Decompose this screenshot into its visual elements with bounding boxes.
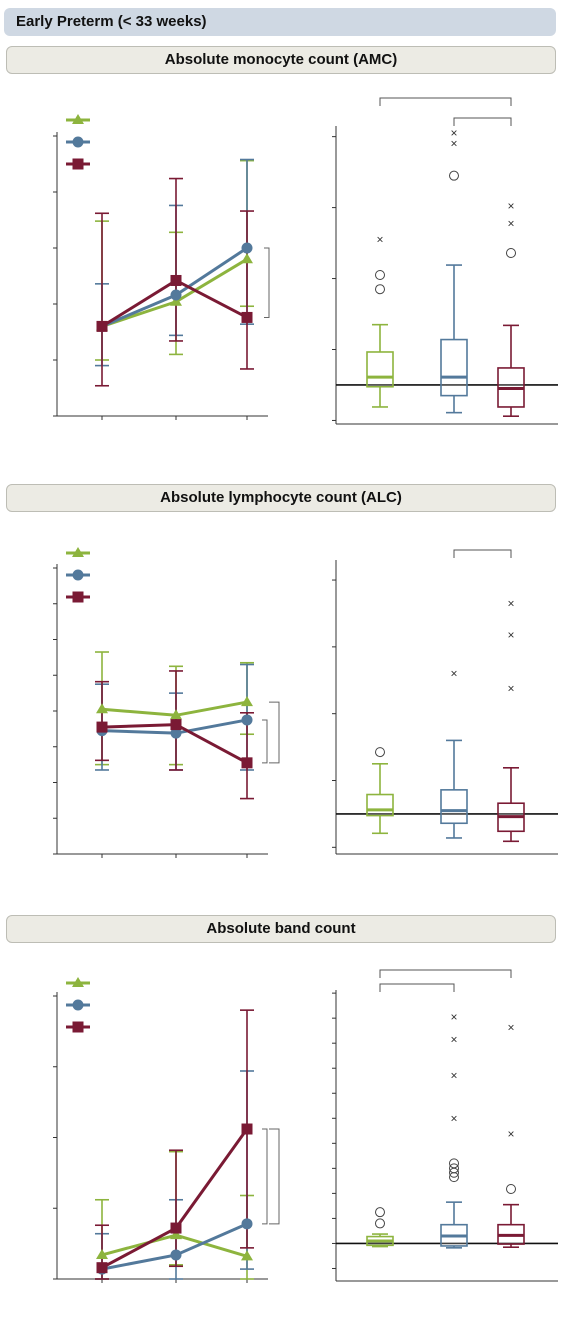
bracket-inner	[262, 1128, 268, 1225]
panel-e-line-chart	[53, 977, 280, 1283]
significance-bracket	[379, 97, 512, 106]
outlier-x: ×	[507, 628, 514, 642]
outlier-x: ×	[376, 233, 383, 247]
significance-bracket	[379, 969, 512, 978]
outlier-circle	[449, 170, 459, 181]
outlier-circle	[506, 248, 516, 259]
outlier-x: ×	[507, 1021, 514, 1035]
section-header-amc: Absolute monocyte count (AMC)	[6, 46, 556, 74]
legend-marker	[72, 999, 84, 1011]
panel-f-box-plot: × × × × × ×	[332, 969, 558, 1282]
data-point	[241, 253, 253, 264]
outlier-x: ×	[507, 217, 514, 231]
outlier-circle	[375, 747, 385, 758]
data-point	[241, 696, 253, 707]
outlier-x: ×	[507, 1127, 514, 1141]
data-point	[96, 1248, 108, 1259]
data-point	[241, 714, 253, 726]
legend-marker	[72, 547, 84, 557]
panel-a-line-chart	[53, 114, 270, 420]
data-point	[241, 1218, 253, 1230]
panel-b-box-plot: ×××××	[332, 97, 558, 425]
outlier-x: ×	[450, 1010, 457, 1024]
section-header-bands: Absolute band count	[6, 915, 556, 943]
bracket-outer	[269, 701, 280, 764]
legend-marker	[72, 158, 84, 170]
outlier-x: ×	[450, 137, 457, 151]
cohort-banner: Early Preterm (< 33 weeks)	[4, 8, 556, 36]
legend-marker	[72, 136, 84, 148]
data-point	[96, 1262, 108, 1274]
outlier-circle	[375, 270, 385, 280]
panel-d-box-plot: × × × ×	[332, 549, 558, 855]
outlier-x: ×	[450, 1032, 457, 1046]
section-title-alc: Absolute lymphocyte count (ALC)	[160, 489, 402, 506]
section-title-bands: Absolute band count	[206, 920, 356, 937]
outlier-circle	[506, 1184, 516, 1195]
box	[440, 338, 468, 397]
data-point	[241, 242, 253, 254]
data-point	[96, 703, 108, 714]
data-point	[170, 274, 182, 286]
data-point	[241, 1250, 253, 1261]
data-point	[170, 727, 182, 739]
outlier-circle	[375, 1207, 385, 1218]
outlier-x: ×	[507, 682, 514, 696]
section-header-alc: Absolute lymphocyte count (ALC)	[6, 484, 556, 512]
outlier-x: ×	[450, 126, 457, 140]
data-point	[96, 721, 108, 733]
box	[440, 789, 468, 825]
legend-marker	[72, 977, 84, 987]
outlier-x: ×	[450, 1111, 457, 1125]
data-point	[170, 709, 182, 720]
data-point	[170, 289, 182, 301]
box	[366, 793, 394, 817]
data-point	[241, 1123, 253, 1135]
outlier-x: ×	[450, 667, 457, 681]
bracket-outer	[269, 1128, 280, 1225]
panel-c-line-chart	[53, 547, 280, 858]
section-title-amc: Absolute monocyte count (AMC)	[164, 51, 398, 68]
outlier-x: ×	[450, 1069, 457, 1083]
data-point	[170, 1249, 182, 1261]
significance-bracket	[379, 983, 455, 992]
bracket	[264, 247, 270, 318]
outlier-x: ×	[507, 199, 514, 213]
outlier-circle	[375, 284, 385, 295]
significance-bracket	[453, 117, 512, 126]
data-point	[96, 320, 108, 332]
box	[366, 351, 394, 388]
bracket-inner	[262, 719, 268, 764]
outlier-circle	[449, 1158, 459, 1169]
outlier-x: ×	[507, 596, 514, 610]
legend-marker	[72, 569, 84, 581]
data-point	[170, 295, 182, 306]
data-point	[170, 1222, 182, 1234]
data-point	[170, 719, 182, 731]
data-point	[241, 757, 253, 769]
outlier-circle	[375, 1218, 385, 1229]
legend-marker	[72, 1021, 84, 1033]
legend-marker	[72, 591, 84, 603]
cohort-title: Early Preterm (< 33 weeks)	[16, 13, 207, 30]
legend-marker	[72, 114, 84, 124]
data-point	[241, 311, 253, 323]
outlier-circle	[449, 1163, 459, 1174]
significance-bracket	[453, 549, 512, 558]
data-point	[170, 1229, 182, 1240]
